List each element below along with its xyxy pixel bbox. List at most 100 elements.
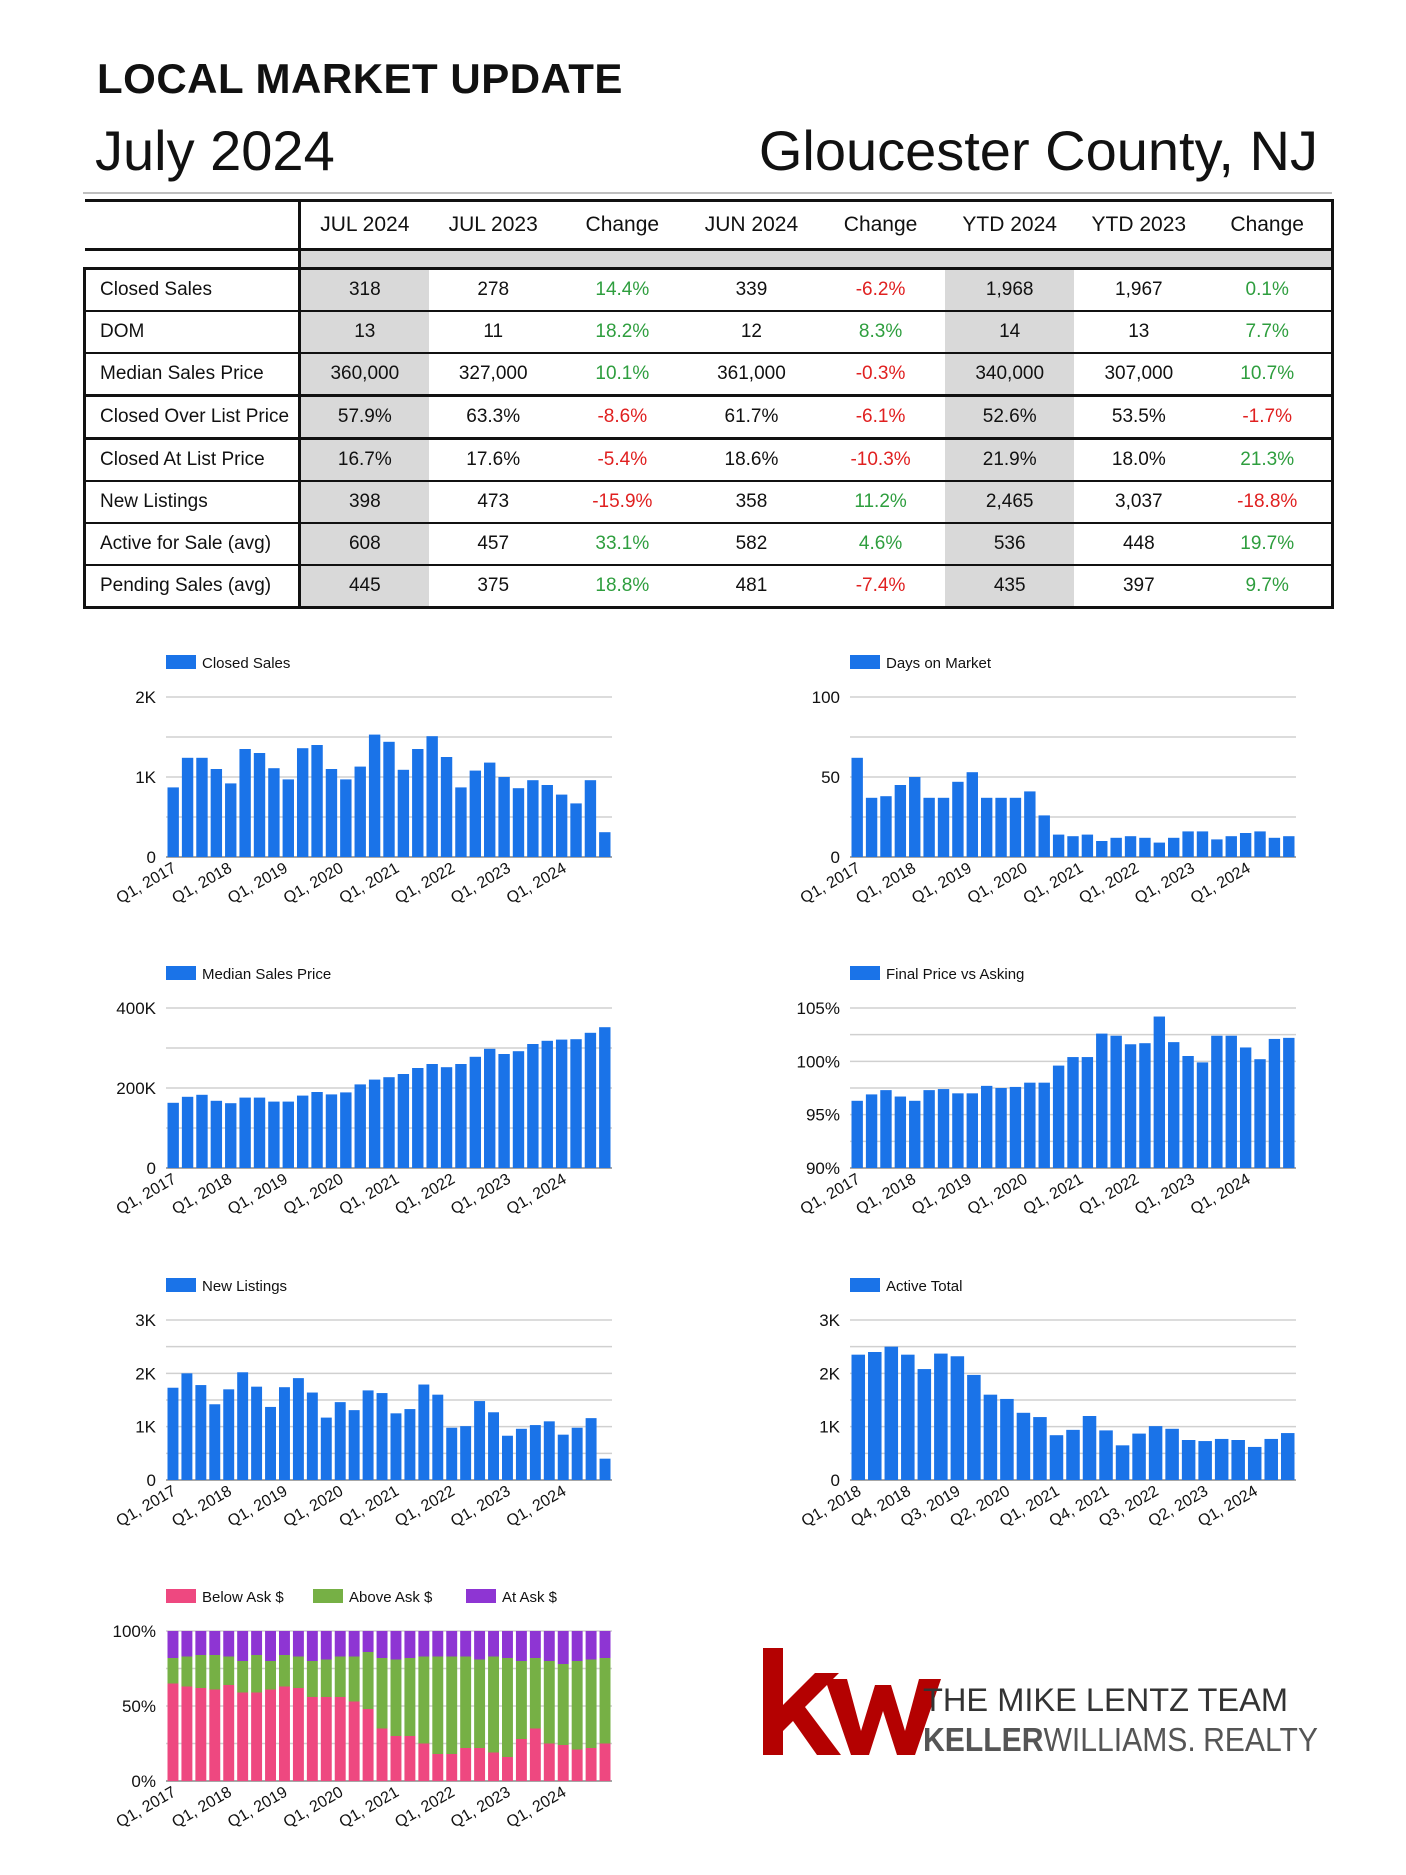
x-tick-label: Q1, 2020 xyxy=(281,1784,347,1832)
bar xyxy=(1153,1016,1166,1168)
bar xyxy=(1283,836,1295,857)
x-tick-label: Q1, 2019 xyxy=(225,1483,291,1531)
table-row: Closed Over List Price 57.9% 63.3% -8.6% 61.… xyxy=(83,395,1335,439)
stacked-bar-segment xyxy=(209,1655,221,1690)
stacked-bar-segment xyxy=(195,1655,207,1688)
table-cell: 52.6% xyxy=(945,395,1075,439)
bar xyxy=(1139,1043,1151,1168)
bar xyxy=(1115,1445,1130,1480)
bar xyxy=(950,1356,965,1480)
bar xyxy=(311,745,323,857)
x-tick-label: Q1, 2020 xyxy=(965,1171,1031,1219)
bar xyxy=(909,777,921,857)
legend-label: Days on Market xyxy=(886,655,992,672)
table-cell: 14 xyxy=(945,311,1075,353)
stacked-bar-segment xyxy=(334,1697,346,1781)
table-cell: 53.5% xyxy=(1111,406,1166,427)
x-tick-label: Q1, 2021 xyxy=(336,1784,402,1832)
legend-label: Above Ask $ xyxy=(349,1589,433,1606)
bar xyxy=(253,753,266,857)
legend-label: Closed Sales xyxy=(202,655,290,672)
bar xyxy=(1016,1412,1031,1480)
bar xyxy=(498,1054,510,1168)
bar xyxy=(570,803,582,857)
stacked-bar-segment xyxy=(292,1631,304,1657)
bar xyxy=(884,1346,899,1480)
y-tick-label: 1K xyxy=(135,1418,156,1437)
bar xyxy=(1239,1047,1252,1168)
bar xyxy=(1148,1426,1163,1480)
table-cell: 10.7% xyxy=(1203,353,1335,396)
bar xyxy=(253,1097,266,1168)
y-tick-label: 1K xyxy=(819,1418,840,1437)
x-tick-label: Q1, 2020 xyxy=(965,860,1031,908)
table-cell: 21.9% xyxy=(945,438,1075,481)
bar xyxy=(865,797,878,857)
column-header: YTD 2024 xyxy=(962,213,1057,236)
column-header: Change xyxy=(843,213,918,236)
bar xyxy=(512,1051,525,1168)
bar xyxy=(368,1079,381,1168)
bar xyxy=(937,797,950,857)
stacked-bar-segment xyxy=(348,1701,360,1781)
stacked-bar-segment xyxy=(460,1748,472,1781)
stacked-bar-segment xyxy=(390,1736,402,1781)
x-tick-label: Q1, 2020 xyxy=(281,860,347,908)
bar xyxy=(282,1101,294,1168)
x-tick-label: Q1, 2021 xyxy=(1021,860,1087,908)
column-header: YTD 2023 xyxy=(1091,213,1187,236)
column-header: Change xyxy=(1203,200,1335,250)
table-cell: 339 xyxy=(735,279,768,300)
bar xyxy=(502,1435,513,1480)
stacked-bar-segment xyxy=(502,1631,513,1658)
stacked-bar-segment xyxy=(460,1631,472,1657)
chart-svg: Final Price vs Asking 90% 95% 100% 105% Q1, 2… xyxy=(797,966,1296,1219)
bar xyxy=(167,1387,179,1480)
x-tick-label: Q1, 2022 xyxy=(392,1483,458,1531)
bar xyxy=(455,1064,467,1168)
table-header-row: JUL 2024 JUL 2023 Change JUN 2024 Change… xyxy=(84,200,1335,250)
bar xyxy=(1110,837,1122,857)
y-tick-label: 0 xyxy=(147,848,156,867)
bar xyxy=(967,1374,981,1480)
brand-bold: KELLER xyxy=(923,1721,1044,1758)
stacked-bar-segment xyxy=(446,1656,458,1754)
x-tick-label: Q1, 2023 xyxy=(1132,1171,1198,1219)
bar xyxy=(980,797,993,857)
y-tick-label: 0% xyxy=(131,1772,156,1791)
legend-label: Below Ask $ xyxy=(202,1589,284,1606)
stacked-bar-segment xyxy=(348,1656,360,1702)
stacked-bar-segment xyxy=(376,1658,388,1729)
table-cell: 11.2% xyxy=(854,491,907,512)
bar xyxy=(1211,1035,1223,1168)
legend-label: Final Price vs Asking xyxy=(886,966,1024,983)
legend-swatch xyxy=(850,1278,880,1292)
bar xyxy=(527,780,539,857)
brand-suffix: REALTY xyxy=(1203,1721,1318,1758)
header-divider xyxy=(83,192,1332,194)
bar xyxy=(851,1354,866,1480)
table-cell: 63.3% xyxy=(466,406,521,427)
stacked-bar-segment xyxy=(585,1659,597,1748)
bar xyxy=(1153,842,1166,857)
bar xyxy=(1024,1082,1036,1168)
bar xyxy=(865,1094,878,1168)
legend-label: At Ask $ xyxy=(502,1589,558,1606)
bar xyxy=(512,788,525,857)
stacked-bar-segment xyxy=(237,1692,249,1781)
x-tick-label: Q1, 2024 xyxy=(504,1784,570,1832)
stacked-bar-segment xyxy=(306,1697,318,1781)
bar xyxy=(1268,837,1281,857)
row-label: Closed Sales xyxy=(83,268,301,311)
bar xyxy=(1009,797,1022,857)
bar xyxy=(498,777,510,857)
bar xyxy=(376,1393,388,1480)
stacked-bar-segment xyxy=(167,1658,179,1684)
bar xyxy=(1110,1035,1122,1168)
table-cell: 2,465 xyxy=(945,481,1075,523)
table-cell: 457 xyxy=(477,533,510,554)
x-tick-label: Q1, 2023 xyxy=(448,860,514,908)
bar xyxy=(917,1369,932,1480)
